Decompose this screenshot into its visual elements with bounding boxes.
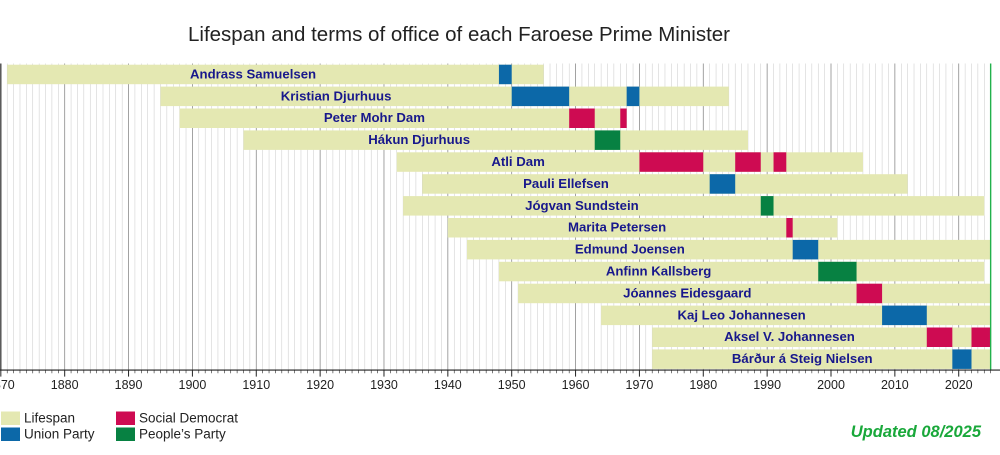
svg-text:Andrass Samuelsen: Andrass Samuelsen <box>190 66 316 81</box>
svg-text:Kaj Leo Johannesen: Kaj Leo Johannesen <box>677 307 805 322</box>
svg-text:Edmund Joensen: Edmund Joensen <box>575 242 685 257</box>
svg-text:Marita Petersen: Marita Petersen <box>568 220 666 235</box>
svg-text:1960: 1960 <box>562 378 590 392</box>
svg-text:1950: 1950 <box>498 378 526 392</box>
svg-text:Peter Mohr Dam: Peter Mohr Dam <box>324 110 425 125</box>
svg-text:Anfinn Kallsberg: Anfinn Kallsberg <box>606 264 712 279</box>
svg-text:Pauli Ellefsen: Pauli Ellefsen <box>523 176 609 191</box>
svg-text:Updated 08/2025: Updated 08/2025 <box>851 423 982 441</box>
svg-text:1980: 1980 <box>689 378 717 392</box>
svg-text:Kristian Djurhuus: Kristian Djurhuus <box>281 88 392 103</box>
svg-text:2010: 2010 <box>881 378 909 392</box>
svg-text:Social Democrat: Social Democrat <box>139 411 238 426</box>
svg-text:1890: 1890 <box>115 378 143 392</box>
svg-text:1910: 1910 <box>242 378 270 392</box>
svg-text:1990: 1990 <box>753 378 781 392</box>
svg-text:1880: 1880 <box>51 378 79 392</box>
svg-text:2000: 2000 <box>817 378 845 392</box>
svg-text:Bárður á Steig Nielsen: Bárður á Steig Nielsen <box>732 351 873 366</box>
svg-text:Hákun Djurhuus: Hákun Djurhuus <box>368 132 470 147</box>
svg-text:1970: 1970 <box>626 378 654 392</box>
svg-text:1930: 1930 <box>370 378 398 392</box>
svg-text:1940: 1940 <box>434 378 462 392</box>
svg-text:2020: 2020 <box>945 378 973 392</box>
svg-text:1900: 1900 <box>179 378 207 392</box>
svg-text:Atli Dam: Atli Dam <box>491 154 545 169</box>
svg-text:Lifespan: Lifespan <box>24 411 75 426</box>
svg-text:Jógvan Sundstein: Jógvan Sundstein <box>525 198 639 213</box>
svg-text:Lifespan and terms of office o: Lifespan and terms of office of each Far… <box>188 23 730 46</box>
svg-text:1920: 1920 <box>306 378 334 392</box>
svg-text:1870: 1870 <box>0 378 15 392</box>
svg-text:Union Party: Union Party <box>24 427 95 442</box>
svg-text:Aksel V. Johannesen: Aksel V. Johannesen <box>724 329 855 344</box>
svg-text:People’s Party: People’s Party <box>139 427 226 442</box>
svg-text:Jóannes Eidesgaard: Jóannes Eidesgaard <box>623 285 751 300</box>
